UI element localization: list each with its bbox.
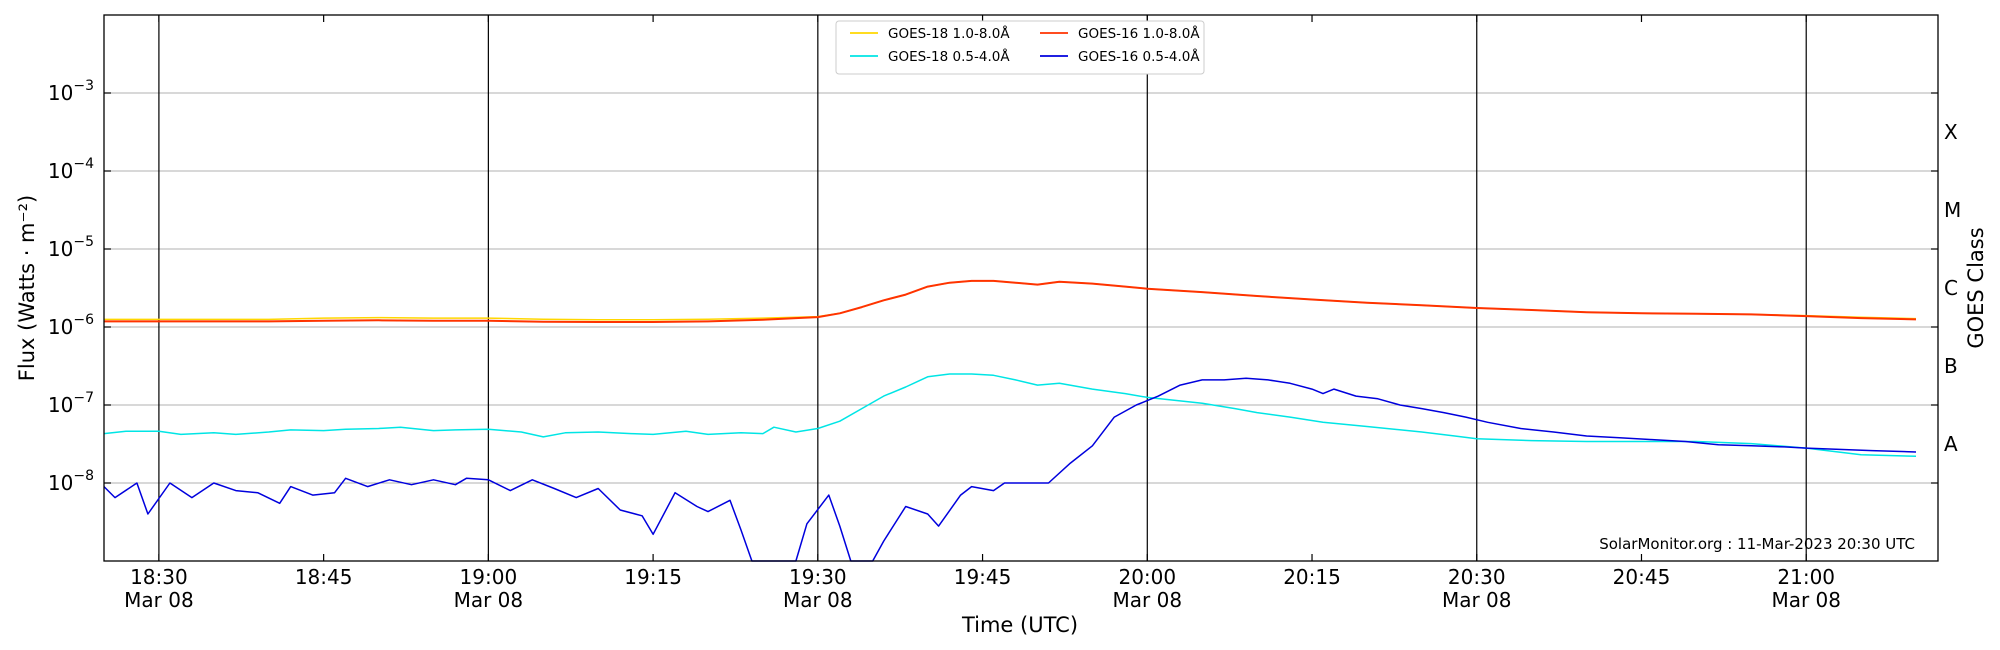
- legend-box: [835, 20, 1205, 75]
- y-axis-title: Flux (Watts · m⁻²): [15, 195, 39, 381]
- x-tick-label-9: 20:45: [1613, 565, 1671, 589]
- x-tick-sublabel-4: Mar 08: [783, 588, 853, 612]
- legend-label-0: GOES-18 1.0-8.0Å: [888, 25, 1010, 42]
- x-tick-label-8: 20:30: [1448, 565, 1506, 589]
- x-tick-label-4: 19:30: [789, 565, 847, 589]
- series-lines: [103, 279, 1917, 562]
- x-tick-sublabel-8: Mar 08: [1442, 588, 1512, 612]
- x-tick-sublabel-2: Mar 08: [454, 588, 524, 612]
- goes-class-labels: A B C M X: [1944, 120, 1961, 456]
- series-line-3: [103, 377, 1917, 562]
- goes-class-label-m: M: [1944, 198, 1961, 222]
- plot-frame: [103, 14, 1939, 562]
- y-tick-label-5: 10−3: [48, 78, 94, 105]
- legend-label-1: GOES-18 0.5-4.0Å: [888, 48, 1010, 65]
- y-tick-label-3: 10−5: [48, 234, 94, 261]
- x-tick-label-5: 19:45: [954, 565, 1012, 589]
- goes-class-label-c: C: [1944, 276, 1958, 300]
- y-axis-ticks: 10−8 10−7 10−6 10−5 10−4 10−3: [48, 78, 1938, 495]
- x-tick-sublabel-6: Mar 08: [1113, 588, 1183, 612]
- x-tick-label-10: 21:00: [1777, 565, 1835, 589]
- goes-class-label-a: A: [1944, 432, 1958, 456]
- series-line-1: [103, 373, 1917, 458]
- y-tick-label-2: 10−6: [48, 312, 94, 339]
- x-tick-label-7: 20:15: [1283, 565, 1341, 589]
- x-axis-title: Time (UTC): [961, 613, 1078, 637]
- x-tick-label-1: 18:45: [295, 565, 353, 589]
- right-axis-title: GOES Class: [1964, 227, 1988, 348]
- legend-label-3: GOES-16 0.5-4.0Å: [1078, 48, 1200, 65]
- credit-text: SolarMonitor.org : 11-Mar-2023 20:30 UTC: [1599, 535, 1915, 553]
- legend-label-2: GOES-16 1.0-8.0Å: [1078, 25, 1200, 42]
- x-tick-sublabel-10: Mar 08: [1771, 588, 1841, 612]
- y-tick-label-0: 10−8: [48, 468, 94, 495]
- x-tick-label-2: 19:00: [460, 565, 518, 589]
- y-tick-label-1: 10−7: [48, 390, 94, 417]
- x-tick-label-3: 19:15: [624, 565, 682, 589]
- legend: GOES-18 1.0-8.0Å GOES-18 0.5-4.0Å GOES-16 …: [835, 20, 1205, 75]
- goes-class-label-b: B: [1944, 354, 1958, 378]
- gridlines: [104, 92, 1938, 484]
- series-line-2: [104, 279, 1917, 323]
- x-tick-label-0: 18:30: [130, 565, 188, 589]
- x-tick-label-6: 20:00: [1118, 565, 1176, 589]
- legend-entries: GOES-18 1.0-8.0Å GOES-18 0.5-4.0Å GOES-16 …: [850, 25, 1200, 65]
- x-tick-sublabel-0: Mar 08: [124, 588, 194, 612]
- y-tick-label-4: 10−4: [48, 156, 94, 183]
- goes-class-label-x: X: [1944, 120, 1958, 144]
